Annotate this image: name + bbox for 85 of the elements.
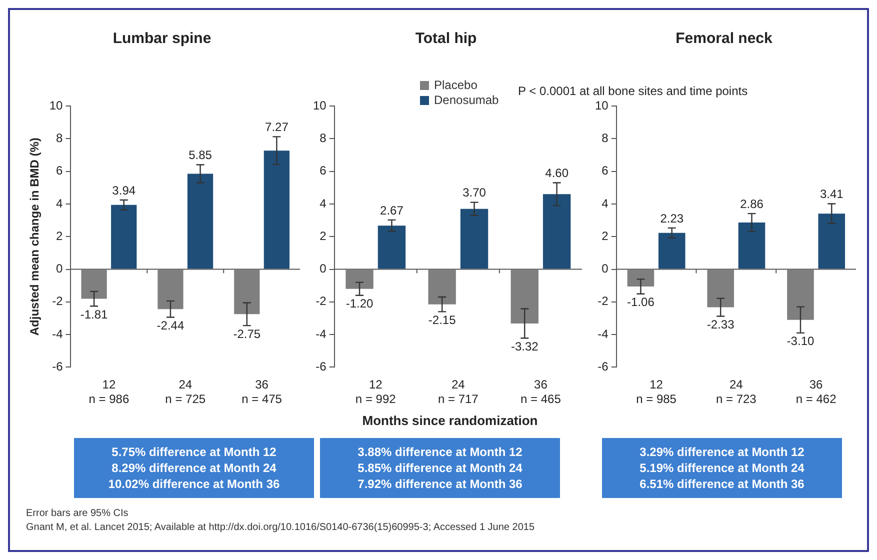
y-tick-label: 2: [56, 228, 64, 243]
bar: [428, 270, 456, 304]
data-label: 7.27: [265, 120, 289, 134]
x-tick-label: 24 n = 725: [165, 378, 206, 406]
y-tick-label: 8: [56, 130, 64, 145]
x-tick-label: 36 n = 462: [796, 378, 837, 406]
bar: [787, 270, 814, 320]
bar: [264, 150, 290, 269]
x-tick-label: 36 n = 465: [520, 378, 562, 406]
y-tick-label: 6: [56, 164, 64, 178]
data-label: 2.86: [740, 196, 764, 211]
x-tick-label: 24 n = 717: [438, 378, 479, 406]
y-tick-label: 0: [602, 262, 609, 276]
data-label: 3.41: [820, 187, 844, 202]
y-tick-label: 10: [49, 98, 64, 112]
y-tick-label: 0: [56, 262, 64, 276]
data-label: -2.75: [233, 326, 261, 341]
bar: [707, 270, 734, 308]
data-label: 3.94: [112, 183, 136, 198]
y-tick-label: -2: [52, 294, 64, 308]
bar: [658, 232, 686, 269]
y-tick-label: 2: [320, 228, 327, 243]
data-label: 2.23: [660, 211, 684, 226]
data-label: -1.81: [80, 307, 108, 322]
bar: [81, 270, 107, 299]
y-tick-label: 4: [602, 196, 609, 210]
data-label: -1.20: [346, 296, 374, 311]
x-tick-label: 12 n = 986: [88, 378, 130, 406]
data-label: 3.70: [462, 186, 486, 200]
x-tick-label: 36 n = 475: [242, 378, 282, 406]
bar: [542, 194, 571, 269]
y-tick-label: -6: [52, 360, 64, 374]
legend-label: Placebo: [434, 78, 478, 93]
y-tick-label: 10: [594, 98, 609, 112]
data-label: -2.44: [156, 318, 184, 333]
chart-title: Lumbar spine: [112, 30, 212, 48]
bar: [111, 204, 137, 269]
data-label: -3.32: [510, 339, 539, 354]
y-tick-label: -4: [52, 326, 64, 341]
data-label: -1.06: [627, 295, 655, 310]
bar: [187, 174, 214, 269]
y-tick-label: -6: [316, 360, 327, 374]
text: 3.29% difference at Month 12 5.19% difference at Month 24 6.51% difference at Month 36: [602, 438, 842, 498]
bar: [234, 270, 260, 314]
y-axis-title: Adjusted mean change in BMD (%): [28, 138, 42, 336]
data-label: 5.85: [188, 148, 212, 162]
x-tick-label: 12 n = 992: [355, 378, 396, 406]
text: Error bars are 95% CIs: [26, 508, 130, 519]
y-tick-label: 4: [320, 196, 327, 210]
bar: [738, 222, 766, 269]
y-tick-label: 4: [56, 196, 64, 210]
bar: [510, 270, 538, 324]
bar: [158, 270, 184, 310]
bar: [460, 208, 488, 269]
y-tick-label: 0: [320, 262, 327, 276]
data-label: -2.15: [428, 313, 456, 328]
bar: [346, 270, 374, 289]
y-tick-label: 8: [320, 130, 327, 145]
text: 3.88% difference at Month 12 5.85% difference at Month 24 7.92% difference at Month 36: [320, 438, 560, 498]
data-label: 4.60: [545, 166, 569, 180]
bar: [627, 270, 654, 287]
y-tick-label: 8: [602, 130, 609, 145]
bar: [378, 226, 406, 269]
y-tick-label: 10: [312, 98, 327, 112]
y-tick-label: -2: [598, 294, 609, 308]
text: Gnant M, et al. Lancet 2015; Available at http://dx.doi.org/10.1016/S0140-6736(15)60995-3; Accessed 1 June 2015: [26, 522, 536, 533]
x-tick-label: 12 n = 985: [636, 378, 677, 406]
data-label: -3.10: [786, 334, 814, 348]
text: 5.75% difference at Month 12 8.29% difference at Month 24 10.02% difference at Month 36: [74, 438, 314, 498]
chart-title: Total hip: [415, 30, 477, 48]
x-tick-label: 24 n = 723: [716, 378, 757, 406]
chart-title: Femoral neck: [676, 30, 774, 48]
y-tick-label: 6: [602, 164, 609, 178]
y-tick-label: -6: [598, 360, 609, 374]
text: P < 0.0001 at all bone sites and time points: [518, 84, 748, 98]
data-label: -2.33: [706, 318, 735, 332]
x-axis-title: Months since randomization: [361, 413, 539, 428]
y-tick-label: -4: [316, 326, 327, 341]
y-tick-label: -4: [598, 326, 609, 341]
data-label: 2.67: [380, 203, 404, 218]
y-tick-label: -2: [316, 294, 327, 308]
bar: [818, 214, 846, 269]
legend-label: Denosumab: [434, 93, 499, 108]
y-tick-label: 6: [320, 164, 327, 178]
y-tick-label: 2: [602, 228, 609, 243]
